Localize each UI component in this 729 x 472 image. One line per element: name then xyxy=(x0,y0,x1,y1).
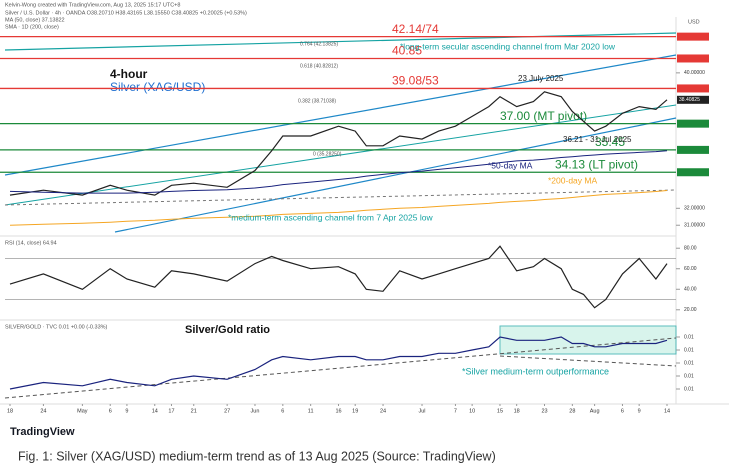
series-line xyxy=(9,190,668,226)
x-tick-label: 27 xyxy=(224,408,230,414)
long-term-channel xyxy=(4,32,677,51)
ma: MA (50, close) 37.13822 xyxy=(5,17,65,23)
y-tick-label: 0.01 xyxy=(684,373,694,379)
x-tick-label: Jul xyxy=(419,408,426,414)
y-tick-label: 80.00 xyxy=(684,246,697,252)
x-tick-label: 24 xyxy=(40,408,46,414)
annotation: *medium-term ascending channel from 7 Ap… xyxy=(228,212,433,222)
x-tick-label: 18 xyxy=(514,408,520,414)
annotation: *200-day MA xyxy=(548,175,597,185)
panel-subtitle: SILVER/GOLD · TVC 0.01 +0.00 (-0.33%) xyxy=(5,324,108,330)
x-tick-label: 9 xyxy=(125,408,128,414)
x-tick-label: 14 xyxy=(152,408,158,414)
annotation: 0.764 (42.13825) xyxy=(300,41,338,47)
x-tick-label: 24 xyxy=(380,408,386,414)
ratio-trend-lower xyxy=(499,355,677,367)
annotation: *long-term secular ascending channel fro… xyxy=(400,41,616,51)
x-tick-label: 7 xyxy=(454,408,457,414)
annotation: 0.382 (38.71038) xyxy=(298,98,336,104)
annotation: 0.618 (40.82812) xyxy=(300,63,338,69)
medium-channel-mid xyxy=(4,104,677,206)
last-price-label: 38.40825 xyxy=(679,97,700,103)
ratio-trend xyxy=(4,337,677,399)
level-price-box xyxy=(677,168,709,177)
x-tick-label: 9 xyxy=(638,408,641,414)
medium-channel-lower xyxy=(114,117,677,233)
y-tick-label: 31.00000 xyxy=(684,223,705,229)
x-tick-label: 21 xyxy=(191,408,197,414)
x-tick-label: Aug xyxy=(590,408,600,414)
x-tick-label: 14 xyxy=(664,408,670,414)
panel-title: RSI (14, close) 64.94 xyxy=(5,240,57,246)
medium-channel-upper xyxy=(4,54,677,176)
x-tick-label: 16 xyxy=(335,408,341,414)
y-tick-label: 32.00000 xyxy=(684,206,705,212)
level-price-box xyxy=(677,54,709,63)
x-tick-label: May xyxy=(77,408,88,414)
series-line xyxy=(9,150,668,194)
annotation: 0 (35.28250) xyxy=(313,151,342,157)
y-tick-label: 20.00 xyxy=(684,307,697,313)
level-label: 37.00 (MT pivot) xyxy=(500,109,587,123)
series-line xyxy=(9,91,668,196)
x-tick-label: 28 xyxy=(569,408,575,414)
x-tick-label: 11 xyxy=(308,408,314,414)
y-tick-label: 40.00000 xyxy=(684,70,705,76)
x-tick-label: 17 xyxy=(168,408,174,414)
level-label: 42.14/74 xyxy=(392,22,439,36)
credit: Kelvin-Wong created with TradingView.com… xyxy=(5,2,180,8)
y-tick-label: 0.01 xyxy=(684,334,694,340)
y-tick-label: 60.00 xyxy=(684,266,697,272)
x-tick-label: 6 xyxy=(281,408,284,414)
level-price-box xyxy=(677,119,709,128)
y-tick-label: 0.01 xyxy=(684,360,694,366)
level-label: 34.13 (LT pivot) xyxy=(555,157,638,171)
level-price-box xyxy=(677,145,709,154)
x-tick-label: 15 xyxy=(497,408,503,414)
x-tick-label: 19 xyxy=(352,408,358,414)
x-tick-label: 10 xyxy=(469,408,475,414)
x-tick-label: 6 xyxy=(109,408,112,414)
y-tick-label: 0.01 xyxy=(684,347,694,353)
x-tick-label: Jun xyxy=(251,408,260,414)
annotation: *Silver medium-term outperformance xyxy=(462,366,609,376)
last-price-box xyxy=(677,95,709,104)
annotation: *50-day MA xyxy=(488,160,533,170)
caption: Fig. 1: Silver (XAG/USD) medium-term tre… xyxy=(18,449,496,463)
panel-title: 4-hour xyxy=(110,67,148,81)
level-price-box xyxy=(677,84,709,93)
level-label: 35.45 xyxy=(595,135,625,149)
panel-title: Silver/Gold ratio xyxy=(185,324,270,336)
series-line xyxy=(9,336,668,390)
annotation: 36.21 - 31 Jul 2025 xyxy=(563,135,632,144)
symbol: Silver / U.S. Dollar · 4h · OANDA O38.20… xyxy=(5,10,247,16)
level-label: 40.85 xyxy=(392,44,422,58)
y-tick-label: 40.00 xyxy=(684,287,697,293)
sma: SMA · 1D (200, close) xyxy=(5,24,59,30)
x-tick-label: 6 xyxy=(621,408,624,414)
annotation: 23 July 2025 xyxy=(518,74,564,83)
level-label: 39.08/53 xyxy=(392,74,439,88)
currency: USD xyxy=(688,19,700,25)
dashed-trend xyxy=(4,189,677,206)
x-tick-label: 18 xyxy=(7,408,13,414)
level-price-box xyxy=(677,32,709,41)
series-line xyxy=(9,245,668,309)
logo: TradingView xyxy=(10,426,75,438)
panel-subtitle: Silver (XAG/USD) xyxy=(110,80,205,94)
y-tick-label: 0.01 xyxy=(684,386,694,392)
x-tick-label: 23 xyxy=(541,408,547,414)
